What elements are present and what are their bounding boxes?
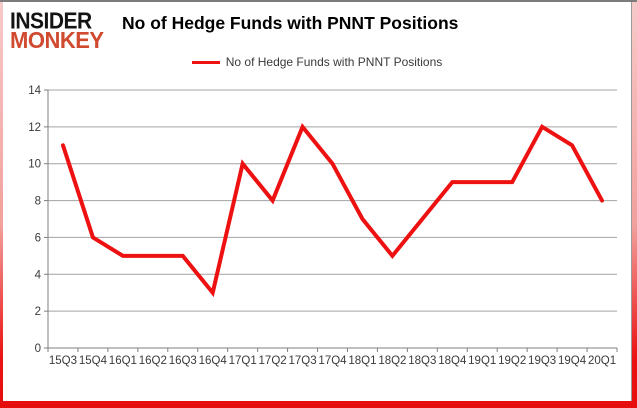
gridlines bbox=[44, 89, 618, 352]
series-line bbox=[60, 122, 605, 298]
svg-text:19Q4: 19Q4 bbox=[558, 355, 587, 367]
svg-text:16Q2: 16Q2 bbox=[139, 355, 167, 367]
svg-text:15Q4: 15Q4 bbox=[79, 355, 108, 367]
svg-text:18Q2: 18Q2 bbox=[378, 355, 406, 367]
logo-insider-text: INSIDER bbox=[10, 8, 92, 34]
legend-line-swatch bbox=[191, 60, 220, 64]
svg-text:2: 2 bbox=[35, 306, 41, 318]
svg-text:19Q2: 19Q2 bbox=[498, 355, 526, 367]
svg-text:18Q1: 18Q1 bbox=[348, 355, 376, 367]
chart-page: 0 2 4 6 8 10 12 14 15Q3 15Q4 16Q1 16Q2 16Q3 16Q4 17Q1 1… bbox=[3, 2, 632, 401]
svg-text:15Q3: 15Q3 bbox=[49, 355, 77, 367]
svg-text:12: 12 bbox=[28, 122, 41, 134]
svg-text:16Q1: 16Q1 bbox=[109, 355, 137, 367]
svg-text:20Q1: 20Q1 bbox=[588, 355, 616, 367]
chart-title: No of Hedge Funds with PNNT Positions bbox=[122, 13, 459, 33]
svg-text:18Q4: 18Q4 bbox=[438, 355, 467, 367]
svg-text:17Q1: 17Q1 bbox=[229, 355, 257, 367]
logo-monkey-text: MONKEY bbox=[10, 27, 104, 54]
svg-text:17Q4: 17Q4 bbox=[318, 355, 347, 367]
svg-text:16Q3: 16Q3 bbox=[169, 355, 197, 367]
svg-text:19Q1: 19Q1 bbox=[468, 355, 496, 367]
svg-text:18Q3: 18Q3 bbox=[408, 355, 436, 367]
svg-text:17Q3: 17Q3 bbox=[288, 355, 316, 367]
legend: No of Hedge Funds with PNNT Positions bbox=[3, 55, 631, 69]
svg-text:14: 14 bbox=[28, 85, 41, 97]
svg-text:8: 8 bbox=[35, 196, 41, 208]
svg-text:0: 0 bbox=[35, 343, 41, 355]
svg-text:10: 10 bbox=[28, 159, 41, 171]
svg-text:17Q2: 17Q2 bbox=[259, 355, 287, 367]
legend-label: No of Hedge Funds with PNNT Positions bbox=[225, 55, 443, 69]
svg-text:16Q4: 16Q4 bbox=[199, 355, 228, 367]
svg-text:4: 4 bbox=[35, 269, 42, 281]
svg-text:6: 6 bbox=[35, 232, 41, 244]
insider-monkey-logo: INSIDER MONKEY bbox=[10, 8, 120, 54]
svg-text:19Q3: 19Q3 bbox=[528, 355, 556, 367]
